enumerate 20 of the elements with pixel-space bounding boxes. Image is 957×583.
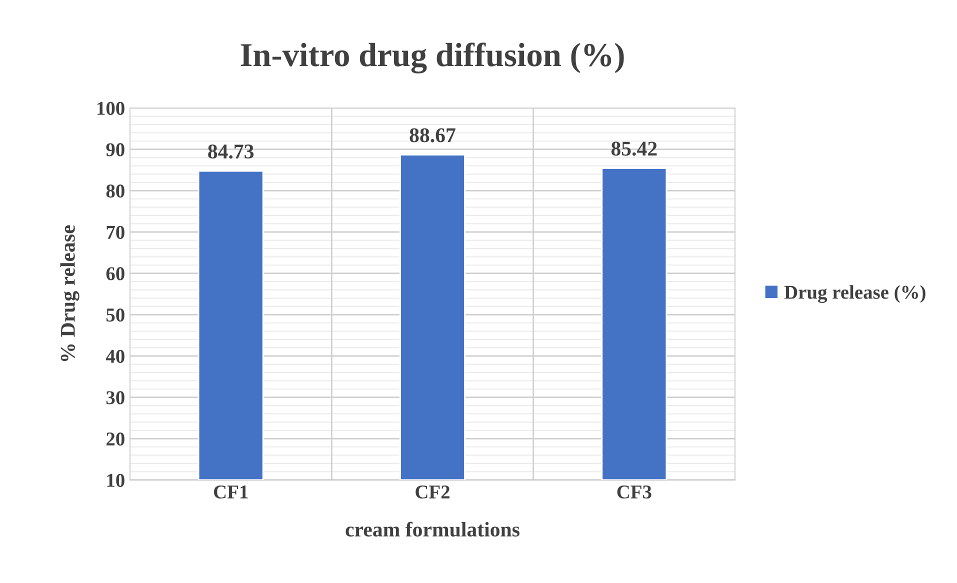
chart-title: In-vitro drug diffusion (%) (240, 42, 624, 74)
x-tick-label: CF2 (416, 485, 450, 499)
y-tick-label: 80 (106, 184, 124, 198)
x-tick-label: CF3 (617, 485, 652, 499)
y-tick-label: 50 (106, 308, 124, 322)
y-tick-label: 20 (106, 432, 124, 446)
y-tick-label: 60 (106, 267, 124, 280)
legend-label: Drug release (%) (784, 285, 926, 303)
data-label: 85.42 (611, 142, 657, 156)
y-tick-label: 10 (107, 474, 124, 487)
y-tick-label: 100 (98, 102, 124, 115)
x-axis-title: cream formulations (346, 522, 520, 537)
data-label: 84.73 (208, 144, 254, 159)
y-tick-label: 90 (106, 143, 124, 156)
y-axis-title: % Drug release (60, 225, 80, 362)
y-tick-label: 30 (106, 391, 124, 404)
y-tick-label: 40 (106, 350, 124, 363)
x-tick-label: CF1 (214, 485, 248, 499)
y-tick-label: 70 (106, 226, 124, 239)
data-label: 88.67 (410, 128, 456, 142)
